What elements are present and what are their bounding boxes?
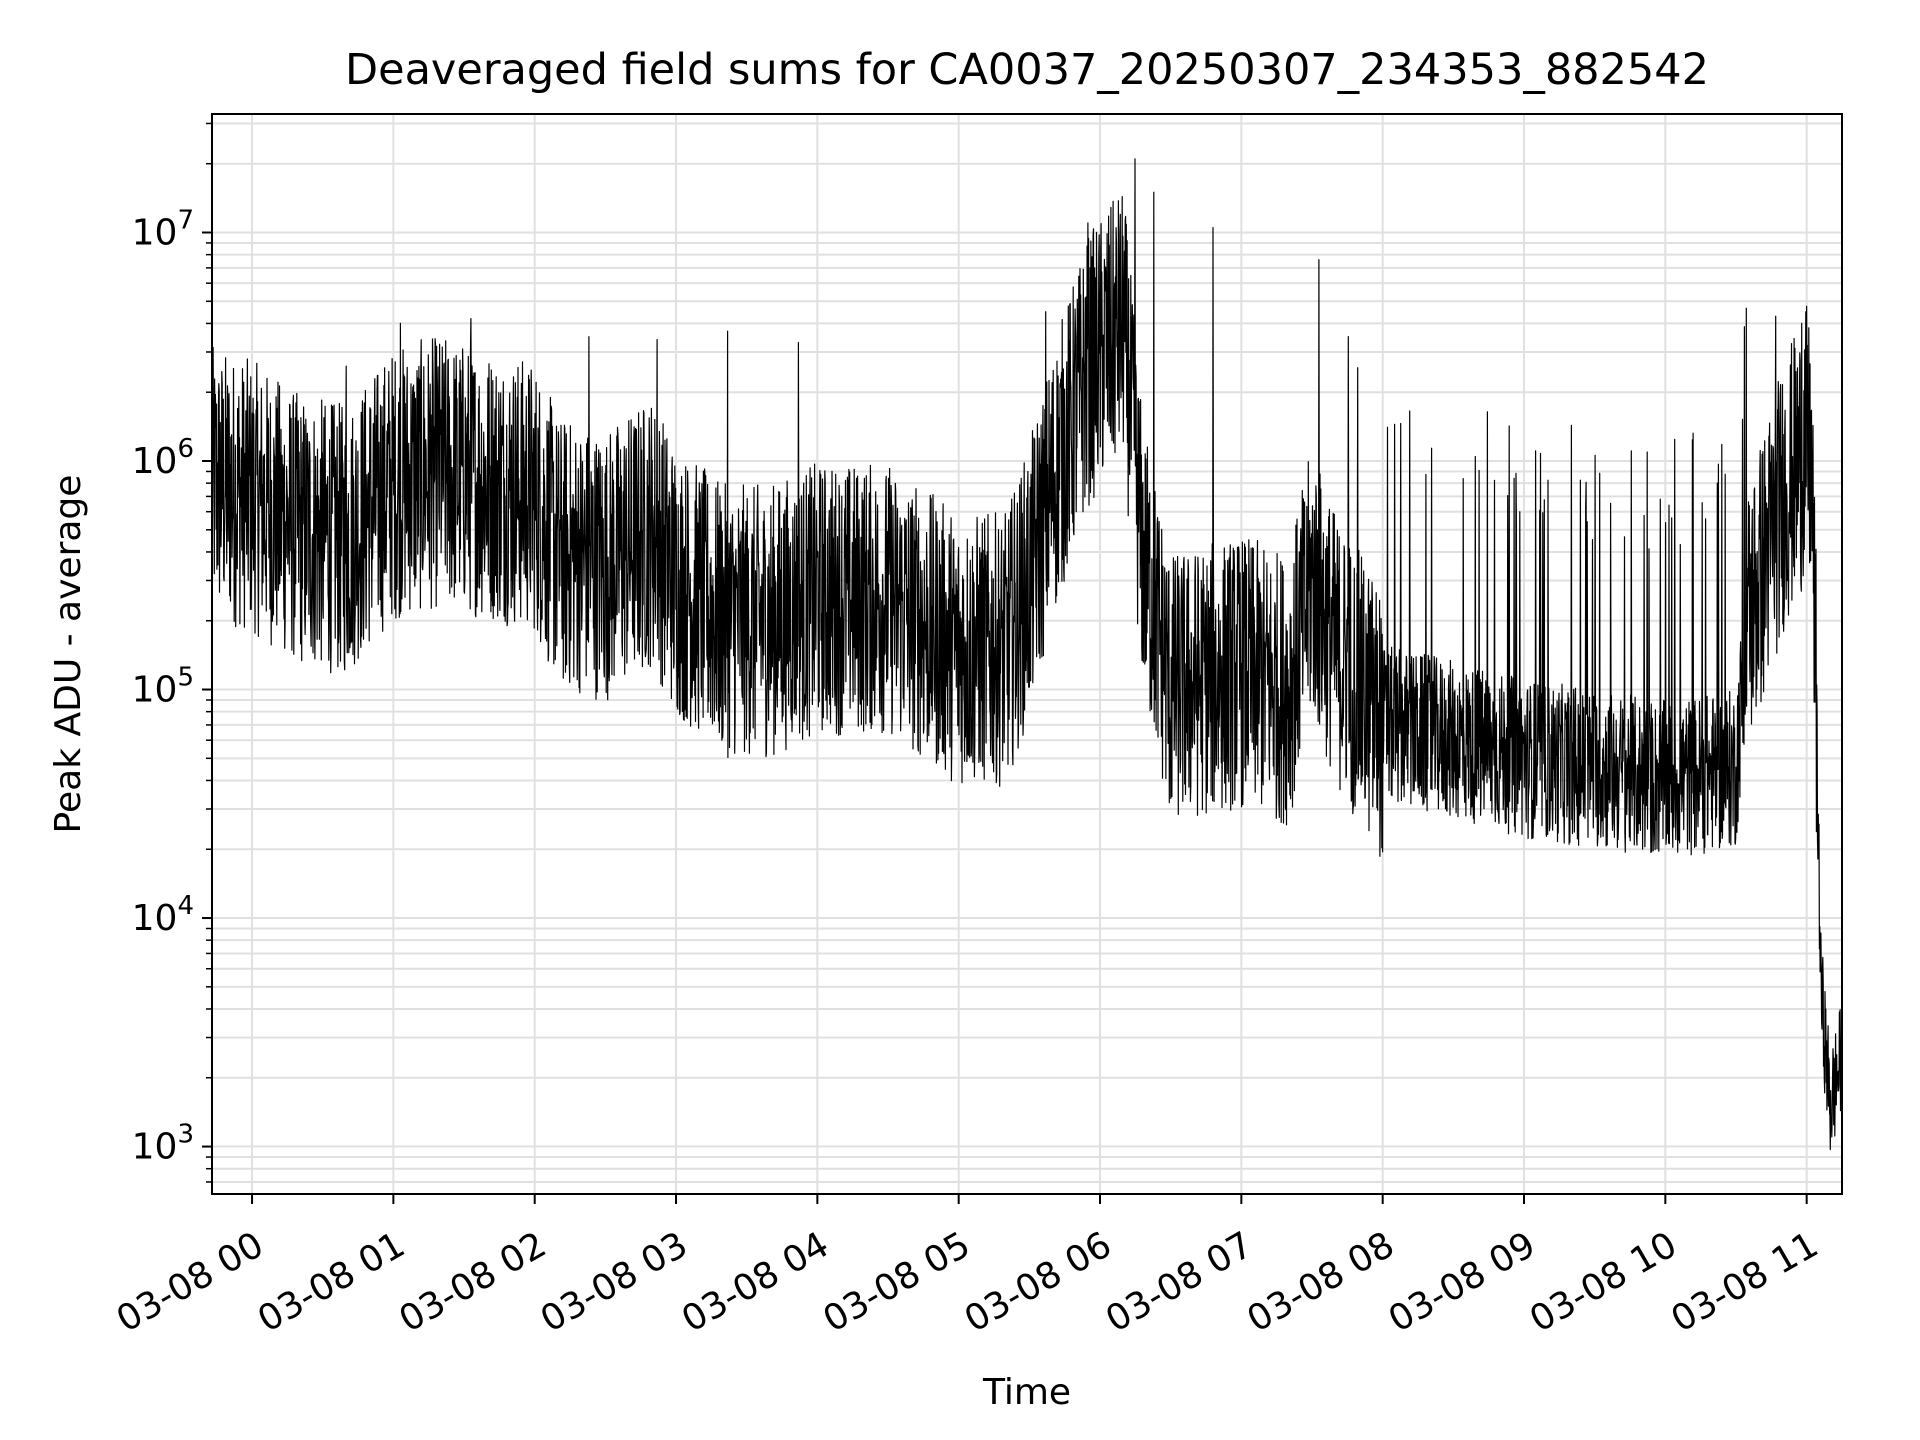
x-axis-label: Time [982, 1372, 1071, 1413]
x-tick-label: 03-08 03 [534, 1224, 695, 1340]
y-tick-label: 104 [132, 891, 194, 939]
plot-frame [211, 113, 1843, 1195]
y-tick-label: 105 [132, 663, 194, 711]
x-tick-label: 03-08 05 [817, 1224, 978, 1340]
x-tick-label: 03-08 11 [1664, 1224, 1825, 1340]
y-tick-label: 103 [132, 1120, 194, 1168]
x-tick-label: 03-08 09 [1382, 1224, 1543, 1340]
chart-title: Deaveraged field sums for CA0037_2025030… [345, 45, 1709, 95]
x-tick-label: 03-08 04 [675, 1224, 836, 1340]
x-tick-label: 03-08 07 [1099, 1224, 1260, 1340]
x-tick-label: 03-08 01 [251, 1224, 412, 1340]
y-axis-label: Peak ADU - average [48, 475, 89, 834]
x-tick-label: 03-08 00 [110, 1224, 271, 1340]
x-tick-label: 03-08 10 [1523, 1224, 1684, 1340]
plot-content [211, 158, 1843, 1151]
x-tick-label: 03-08 06 [958, 1224, 1119, 1340]
series-line [211, 158, 1843, 1151]
x-tick-label: 03-08 08 [1241, 1224, 1402, 1340]
y-tick-label: 107 [132, 205, 194, 253]
y-tick-label: 106 [132, 434, 194, 482]
x-tick-label: 03-08 02 [393, 1224, 554, 1340]
